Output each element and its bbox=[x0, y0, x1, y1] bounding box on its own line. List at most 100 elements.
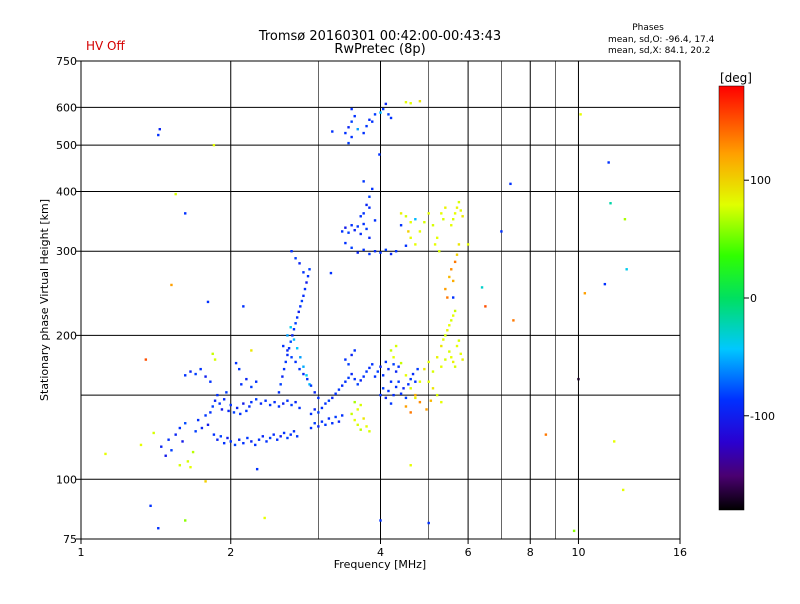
data-point bbox=[184, 422, 187, 425]
data-point bbox=[362, 180, 365, 183]
data-point bbox=[379, 393, 382, 397]
data-point bbox=[365, 124, 368, 128]
data-point bbox=[356, 225, 359, 228]
data-point bbox=[448, 350, 451, 353]
data-point bbox=[277, 405, 281, 408]
x-tick-label: 6 bbox=[465, 546, 472, 559]
data-point bbox=[381, 374, 385, 377]
x-tick-label: 8 bbox=[527, 546, 534, 559]
data-point bbox=[512, 319, 515, 322]
data-point bbox=[389, 402, 393, 405]
data-point bbox=[362, 417, 365, 420]
data-point bbox=[350, 353, 353, 357]
data-point bbox=[344, 131, 347, 135]
data-point bbox=[250, 385, 253, 389]
data-point bbox=[254, 398, 258, 401]
data-point bbox=[309, 412, 313, 416]
data-point bbox=[450, 268, 453, 271]
data-point bbox=[302, 365, 305, 368]
data-point bbox=[350, 246, 353, 249]
data-point bbox=[368, 252, 371, 256]
data-point bbox=[399, 392, 403, 395]
data-point bbox=[282, 344, 285, 348]
data-point bbox=[625, 268, 628, 271]
data-point bbox=[359, 403, 362, 407]
data-point bbox=[344, 380, 347, 383]
data-point bbox=[239, 412, 242, 416]
data-point bbox=[196, 418, 200, 422]
data-point bbox=[387, 367, 390, 371]
data-point bbox=[448, 275, 451, 279]
data-point bbox=[282, 402, 285, 405]
data-point bbox=[199, 367, 202, 371]
data-point bbox=[359, 215, 362, 218]
chart-subtitle: RwPretec (8p) bbox=[334, 42, 425, 57]
data-point bbox=[211, 405, 214, 408]
data-point bbox=[623, 218, 627, 221]
data-point bbox=[233, 443, 237, 447]
data-point bbox=[286, 349, 289, 352]
data-point bbox=[431, 387, 435, 390]
data-point bbox=[373, 375, 377, 378]
data-point bbox=[276, 438, 279, 441]
data-point bbox=[404, 100, 408, 104]
data-point bbox=[295, 435, 299, 438]
data-point bbox=[302, 271, 305, 274]
data-point bbox=[431, 370, 435, 373]
data-point bbox=[164, 454, 167, 457]
data-point bbox=[427, 521, 430, 525]
data-point bbox=[381, 387, 385, 390]
data-point bbox=[305, 281, 308, 284]
data-point bbox=[265, 440, 268, 443]
data-point bbox=[379, 365, 382, 368]
data-point bbox=[292, 328, 296, 331]
data-point bbox=[255, 467, 259, 471]
data-point bbox=[347, 141, 350, 145]
data-point bbox=[621, 488, 625, 492]
data-point bbox=[320, 406, 324, 410]
y-tick-label: 75 bbox=[63, 533, 77, 546]
data-point bbox=[442, 218, 445, 221]
chart-title: Tromsø 20160301 00:42:00-00:43:43 bbox=[258, 29, 501, 44]
data-point bbox=[440, 212, 443, 215]
data-point bbox=[259, 402, 263, 405]
data-point bbox=[238, 438, 241, 441]
data-point bbox=[334, 415, 337, 419]
data-point bbox=[324, 423, 327, 427]
hv-status-label: HV Off bbox=[86, 39, 125, 53]
data-point bbox=[384, 102, 388, 106]
data-point bbox=[446, 296, 449, 299]
data-point bbox=[337, 388, 341, 391]
data-point bbox=[353, 349, 356, 352]
data-point bbox=[368, 366, 371, 370]
data-point bbox=[157, 527, 160, 530]
data-point bbox=[234, 361, 238, 365]
data-point bbox=[435, 236, 439, 240]
data-point bbox=[450, 319, 453, 322]
data-point bbox=[362, 212, 365, 215]
data-point bbox=[450, 356, 453, 359]
data-point bbox=[295, 347, 299, 350]
data-point bbox=[480, 286, 484, 289]
data-point bbox=[213, 399, 217, 402]
data-point bbox=[313, 391, 316, 394]
data-point bbox=[376, 370, 379, 373]
data-point bbox=[440, 400, 443, 404]
data-point bbox=[451, 218, 455, 221]
data-point bbox=[261, 435, 265, 438]
data-point bbox=[184, 374, 187, 377]
data-point bbox=[409, 102, 412, 105]
data-point bbox=[245, 409, 248, 413]
colorbar-tick-label: 100 bbox=[750, 174, 771, 187]
data-point bbox=[347, 126, 350, 129]
data-point bbox=[459, 209, 462, 212]
data-point bbox=[204, 375, 207, 378]
data-point bbox=[257, 438, 261, 441]
data-point bbox=[389, 349, 393, 352]
data-point bbox=[213, 358, 217, 361]
colorbar-tick-label: -100 bbox=[750, 410, 775, 423]
data-point bbox=[277, 391, 281, 394]
data-point bbox=[455, 206, 459, 209]
data-point bbox=[216, 393, 219, 397]
